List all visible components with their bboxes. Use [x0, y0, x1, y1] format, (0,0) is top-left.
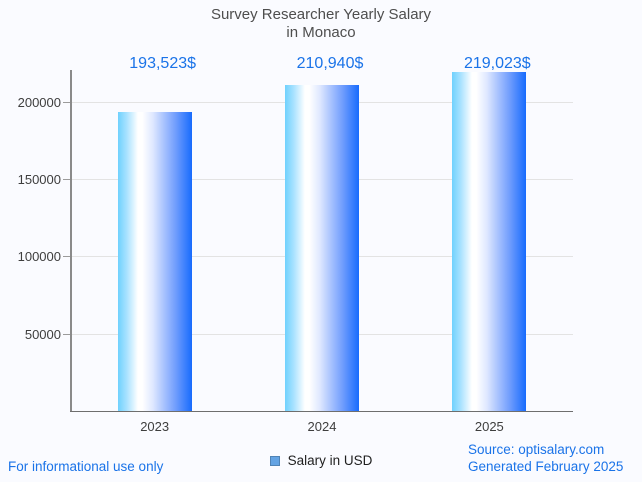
legend-swatch — [269, 455, 280, 466]
x-axis-label: 2024 — [307, 419, 337, 434]
y-axis-label: 200000 — [17, 94, 61, 110]
generated-text: Generated February 2025 — [468, 459, 624, 474]
y-axis-tick — [63, 179, 71, 181]
legend-label: Salary in USD — [287, 453, 373, 468]
y-axis-label: 100000 — [17, 249, 61, 265]
chart-title-line1: Survey Researcher Yearly Salary — [210, 6, 432, 23]
salary-bar[interactable] — [285, 84, 359, 411]
x-axis-line — [70, 410, 573, 412]
salary-bar[interactable] — [117, 111, 192, 411]
source-text[interactable]: Source: optisalary.com — [468, 442, 605, 457]
x-axis-label: 2023 — [140, 419, 170, 434]
bar-value-label: 193,523$ — [129, 55, 197, 72]
y-axis-label: 50000 — [24, 326, 61, 342]
salary-bar[interactable] — [452, 72, 527, 411]
y-axis-tick — [63, 256, 71, 258]
chart-title: Survey Researcher Yearly Salary in Monac… — [0, 6, 642, 42]
bar-value-label: 219,023$ — [463, 55, 531, 72]
source-block: Source: optisalary.com Generated Februar… — [468, 441, 623, 475]
bar-value-label: 210,940$ — [296, 55, 364, 72]
x-axis-label: 2025 — [474, 419, 504, 434]
y-axis-tick — [63, 333, 71, 335]
disclaimer-text: For informational use only — [8, 459, 164, 474]
chart-title-line2: in Monaco — [286, 24, 356, 41]
y-axis-label: 150000 — [17, 172, 61, 188]
y-axis-tick — [63, 101, 71, 103]
y-axis-line — [70, 70, 72, 411]
